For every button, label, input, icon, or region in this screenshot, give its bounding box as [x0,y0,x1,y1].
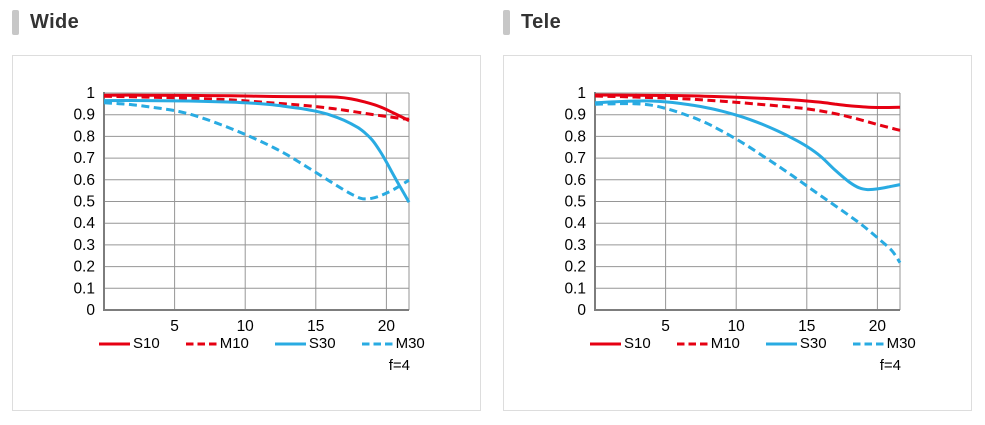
svg-text:15: 15 [307,318,324,334]
chart-legend-tele: S10 M10 S30 M30 [590,335,916,352]
svg-text:0.3: 0.3 [564,237,586,254]
svg-text:0.2: 0.2 [564,259,586,276]
legend-label-s10: S10 [133,335,160,352]
svg-text:0.7: 0.7 [73,150,95,167]
legend-label-s30: S30 [799,335,827,352]
svg-text:5: 5 [661,318,670,334]
legend-label-m30: M30 [886,335,916,352]
svg-text:20: 20 [869,318,887,334]
svg-text:0.8: 0.8 [564,128,586,145]
svg-text:10: 10 [728,318,746,334]
s10-line-sample-icon [590,342,621,345]
section-title-wide: Wide [30,11,80,33]
svg-text:0.1: 0.1 [564,280,586,297]
svg-text:0.3: 0.3 [73,237,95,254]
m10-line-sample-icon [185,342,217,345]
tele-header: Tele [503,9,972,36]
mtf-chart-canvas-tele: 00.10.20.30.40.50.60.70.80.915 10 15 20 [564,85,902,334]
svg-text:5: 5 [170,318,179,334]
tele-chart-section: Tele 0 0.1 0.2 0.3 0.4 0.5 0.6 0.7 0.8 0.9 1 5 10 15 2… [503,9,972,411]
m30-line-sample-icon [852,342,884,345]
svg-text:10: 10 [237,318,255,334]
s10-line-sample-icon [99,342,130,345]
legend-label-s30: S30 [308,335,336,352]
mtf-charts-container: Wide 0 0.1 0.2 0.3 0.4 0.5 0.6 0.7 0.8 0.9 1 5 10 15 2… [12,9,972,411]
svg-text:0.5: 0.5 [564,194,586,211]
svg-text:0.7: 0.7 [564,150,586,167]
legend-label-m10: M10 [710,335,740,352]
svg-text:0.8: 0.8 [73,128,95,145]
aperture-label-wide: f=4 [388,357,410,374]
svg-text:0.4: 0.4 [564,215,586,232]
svg-text:15: 15 [798,318,815,334]
aperture-label-tele: f=4 [879,357,901,374]
legend-item-s10: S10 [99,335,160,352]
chart-panel-wide: 0 0.1 0.2 0.3 0.4 0.5 0.6 0.7 0.8 0.9 1 5 10 15 20 S10… [12,55,481,411]
legend-item-s10: S10 [590,335,651,352]
chart-legend-wide: S10 M10 S30 M30 [99,335,425,352]
legend-item-s30: S30 [765,335,827,352]
m30-line-sample-icon [361,342,393,345]
legend-item-s30: S30 [274,335,336,352]
s30-line-sample-icon [765,342,797,345]
svg-text:0.4: 0.4 [73,215,95,232]
legend-label-s10: S10 [624,335,651,352]
legend-item-m10: M10 [185,335,249,352]
section-title-tele: Tele [521,11,562,33]
wide-header: Wide [12,9,481,36]
svg-text:0.6: 0.6 [564,172,586,189]
svg-text:0: 0 [86,302,95,319]
s30-line-sample-icon [274,342,306,345]
wide-chart-section: Wide 0 0.1 0.2 0.3 0.4 0.5 0.6 0.7 0.8 0.9 1 5 10 15 2… [12,9,481,411]
svg-text:0.2: 0.2 [73,259,95,276]
svg-text:0.6: 0.6 [73,172,95,189]
title-accent-bar [503,10,510,35]
svg-text:0: 0 [577,302,586,319]
svg-text:1: 1 [577,85,586,102]
svg-text:0.1: 0.1 [73,280,95,297]
svg-text:1: 1 [86,85,95,102]
legend-item-m30: M30 [852,335,916,352]
legend-label-m30: M30 [395,335,425,352]
svg-text:0.9: 0.9 [73,107,95,124]
svg-text:0.9: 0.9 [564,107,586,124]
legend-item-m10: M10 [676,335,740,352]
legend-item-m30: M30 [361,335,425,352]
chart-panel-tele: 0 0.1 0.2 0.3 0.4 0.5 0.6 0.7 0.8 0.9 1 5 10 15 20 S10… [503,55,972,411]
svg-text:0.5: 0.5 [73,194,95,211]
legend-label-m10: M10 [219,335,249,352]
mtf-chart-canvas-wide: 00.10.20.30.40.50.60.70.80.915 10 15 20 [73,85,411,334]
title-accent-bar [12,10,19,35]
svg-text:20: 20 [378,318,396,334]
m10-line-sample-icon [676,342,708,345]
